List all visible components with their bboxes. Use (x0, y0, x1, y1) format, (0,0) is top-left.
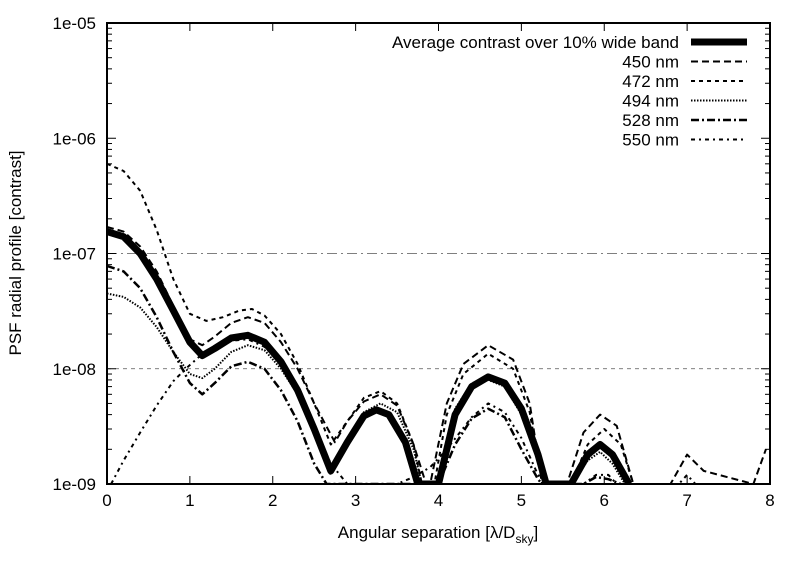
x-tick-label-0: 0 (102, 491, 111, 510)
legend-label-2: 472 nm (622, 72, 679, 91)
y-tick-label-3: 1e-06 (53, 129, 96, 148)
y-tick-label-0: 1e-09 (53, 475, 96, 494)
series-line-2 (107, 162, 635, 484)
legend-label-1: 450 nm (622, 53, 679, 72)
legend-label-3: 494 nm (622, 92, 679, 111)
y-axis-title: PSF radial profile [contrast] (6, 150, 25, 355)
legend-label-0: Average contrast over 10% wide band (392, 33, 679, 52)
gridlines (107, 253, 770, 370)
x-tick-label-6: 6 (600, 491, 609, 510)
series-line-0 (107, 228, 633, 484)
legend-label-4: 528 nm (622, 111, 679, 130)
x-tick-label-5: 5 (517, 491, 526, 510)
legend-label-5: 550 nm (622, 131, 679, 150)
series-line-4 (107, 264, 622, 484)
y-tick-label-4: 1e-05 (53, 14, 96, 33)
y-tick-label-2: 1e-07 (53, 245, 96, 264)
series-group (107, 162, 767, 484)
x-tick-label-2: 2 (268, 491, 277, 510)
x-tick-label-1: 1 (185, 491, 194, 510)
series-line-3 (107, 292, 626, 484)
series-line-5 (110, 338, 697, 484)
x-tick-label-7: 7 (682, 491, 691, 510)
x-axis-title: Angular separation [λ/Dsky] (338, 523, 538, 546)
y-tick-label-1: 1e-08 (53, 360, 96, 379)
tick-labels: 0 1 2 3 4 5 6 7 8 1e-09 1e-08 1e-07 1e-06 1e-05 (53, 14, 775, 510)
axes (106, 22, 771, 485)
x-tick-label-8: 8 (765, 491, 774, 510)
x-tick-label-3: 3 (351, 491, 360, 510)
x-tick-label-4: 4 (434, 491, 443, 510)
